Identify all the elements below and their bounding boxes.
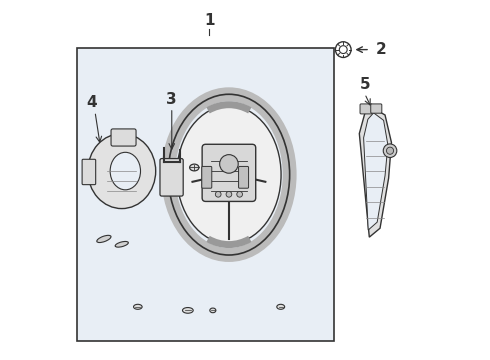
FancyBboxPatch shape	[360, 104, 372, 114]
Polygon shape	[364, 113, 388, 230]
Text: 3: 3	[167, 92, 177, 107]
Ellipse shape	[210, 308, 216, 313]
Polygon shape	[359, 107, 392, 237]
Circle shape	[215, 192, 221, 197]
Ellipse shape	[110, 152, 141, 190]
FancyBboxPatch shape	[202, 166, 212, 188]
Ellipse shape	[88, 134, 156, 208]
Text: 5: 5	[359, 77, 370, 93]
Circle shape	[383, 144, 397, 157]
Ellipse shape	[182, 307, 193, 313]
Text: 4: 4	[86, 95, 97, 111]
FancyBboxPatch shape	[202, 144, 256, 202]
Text: 2: 2	[375, 42, 386, 57]
FancyBboxPatch shape	[111, 129, 136, 146]
Ellipse shape	[97, 235, 111, 243]
Ellipse shape	[277, 304, 285, 309]
FancyBboxPatch shape	[82, 159, 96, 185]
Circle shape	[335, 42, 351, 58]
FancyBboxPatch shape	[371, 104, 382, 113]
FancyBboxPatch shape	[160, 158, 183, 196]
Ellipse shape	[134, 304, 142, 309]
Ellipse shape	[190, 164, 199, 171]
Circle shape	[237, 192, 243, 197]
FancyBboxPatch shape	[239, 166, 248, 188]
Circle shape	[387, 147, 393, 154]
Circle shape	[220, 155, 238, 173]
Ellipse shape	[115, 242, 128, 247]
Text: 1: 1	[204, 13, 215, 28]
Circle shape	[226, 192, 232, 197]
Bar	[77, 48, 334, 341]
Circle shape	[339, 46, 347, 54]
Ellipse shape	[177, 106, 281, 244]
